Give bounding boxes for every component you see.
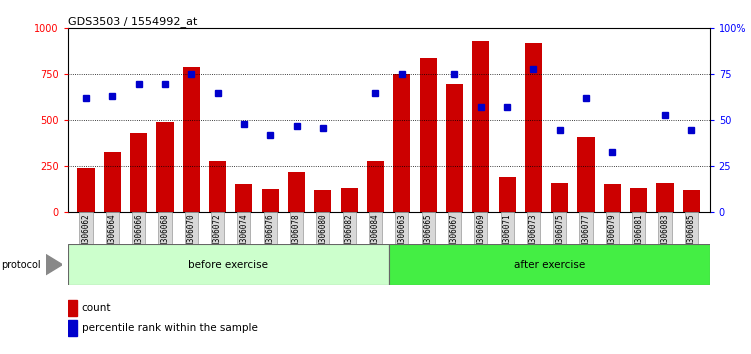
Text: GDS3503 / 1554992_at: GDS3503 / 1554992_at (68, 16, 197, 27)
Bar (68, 320, 77, 336)
Bar (525, 43, 542, 212)
Bar (182, 67, 200, 212)
Bar (341, 188, 357, 212)
Bar (130, 133, 147, 212)
Bar (420, 58, 436, 212)
Bar (261, 189, 279, 212)
Bar (446, 84, 463, 212)
Bar (104, 152, 121, 212)
Bar (394, 74, 410, 212)
Bar (68, 300, 77, 316)
Bar (77, 168, 95, 212)
Bar (367, 161, 384, 212)
Bar (68, 244, 389, 285)
Text: count: count (82, 303, 111, 313)
Bar (499, 177, 516, 212)
Bar (209, 161, 226, 212)
Bar (578, 137, 595, 212)
Bar (472, 41, 490, 212)
Text: before exercise: before exercise (188, 259, 268, 270)
Polygon shape (46, 255, 62, 275)
Bar (288, 172, 305, 212)
Bar (389, 244, 710, 285)
Bar (315, 190, 331, 212)
Text: after exercise: after exercise (514, 259, 585, 270)
Text: protocol: protocol (1, 259, 41, 270)
Text: percentile rank within the sample: percentile rank within the sample (82, 323, 258, 333)
Bar (551, 183, 569, 212)
Bar (630, 188, 647, 212)
Bar (604, 184, 621, 212)
Bar (156, 122, 173, 212)
Bar (235, 184, 252, 212)
Bar (656, 183, 674, 212)
Bar (683, 190, 700, 212)
